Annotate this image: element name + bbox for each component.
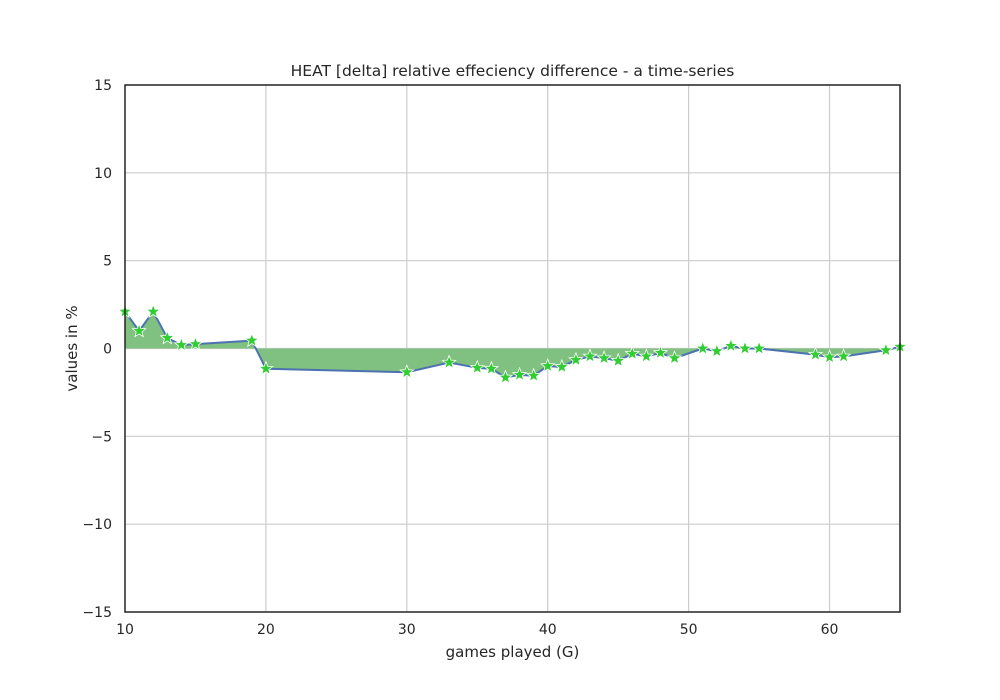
y-tick-label: 5 — [103, 254, 112, 270]
data-point-star — [483, 360, 500, 376]
y-tick-label: −5 — [91, 429, 112, 445]
data-point-star — [145, 303, 161, 319]
data-point-star — [187, 335, 204, 351]
x-tick-label: 20 — [257, 622, 275, 638]
data-point-star — [624, 345, 640, 361]
x-tick-label: 60 — [821, 622, 839, 638]
data-point-star — [159, 329, 175, 345]
data-point-star — [807, 346, 824, 362]
y-tick-labels: 15 10 5 0 −5 −10 −15 — [82, 78, 112, 621]
data-point-star — [737, 340, 753, 356]
data-point-star — [540, 357, 556, 373]
data-point-star — [723, 337, 739, 353]
data-point-star — [582, 348, 598, 363]
data-point-star — [441, 354, 457, 370]
area-under-curve — [125, 311, 900, 378]
data-point-star — [525, 367, 542, 383]
data-point-star — [709, 343, 725, 358]
data-point-star — [399, 364, 415, 379]
data-point-star — [568, 351, 584, 367]
data-point-star — [751, 340, 767, 356]
data-point-star — [835, 348, 852, 363]
x-tick-label: 40 — [539, 622, 557, 638]
data-point-star — [596, 350, 612, 365]
x-axis-label: games played (G) — [446, 643, 580, 661]
area-fill — [125, 311, 900, 378]
data-point-star — [666, 350, 683, 365]
data-point-star — [610, 352, 626, 368]
y-tick-label: 15 — [94, 78, 112, 94]
y-tick-label: −10 — [82, 517, 112, 533]
plot-frame — [124, 84, 901, 613]
x-tick-label: 30 — [398, 622, 416, 638]
data-point-star — [173, 336, 190, 352]
y-tick-label: 0 — [103, 342, 112, 358]
y-tick-label: −15 — [82, 605, 112, 621]
data-point-star — [554, 358, 570, 374]
data-point-star — [258, 360, 274, 376]
x-tick-label: 50 — [680, 622, 698, 638]
data-point-star — [638, 348, 655, 363]
data-point-star — [511, 366, 528, 382]
chart-title: HEAT [delta] relative effeciency differe… — [291, 62, 735, 80]
data-point-star — [878, 342, 894, 357]
data-point-star — [497, 369, 514, 385]
data-point-star — [695, 340, 711, 356]
data-point-star — [131, 322, 147, 338]
data-point-star — [244, 332, 260, 348]
data-point-star — [469, 359, 485, 375]
x-tick-label: 10 — [116, 622, 134, 638]
y-tick-label: 10 — [94, 166, 112, 182]
x-tick-labels: 10 20 30 40 50 60 — [116, 622, 838, 638]
y-axis-label: values in % — [63, 305, 81, 391]
data-point-star — [821, 349, 838, 364]
data-point-star — [652, 344, 669, 360]
